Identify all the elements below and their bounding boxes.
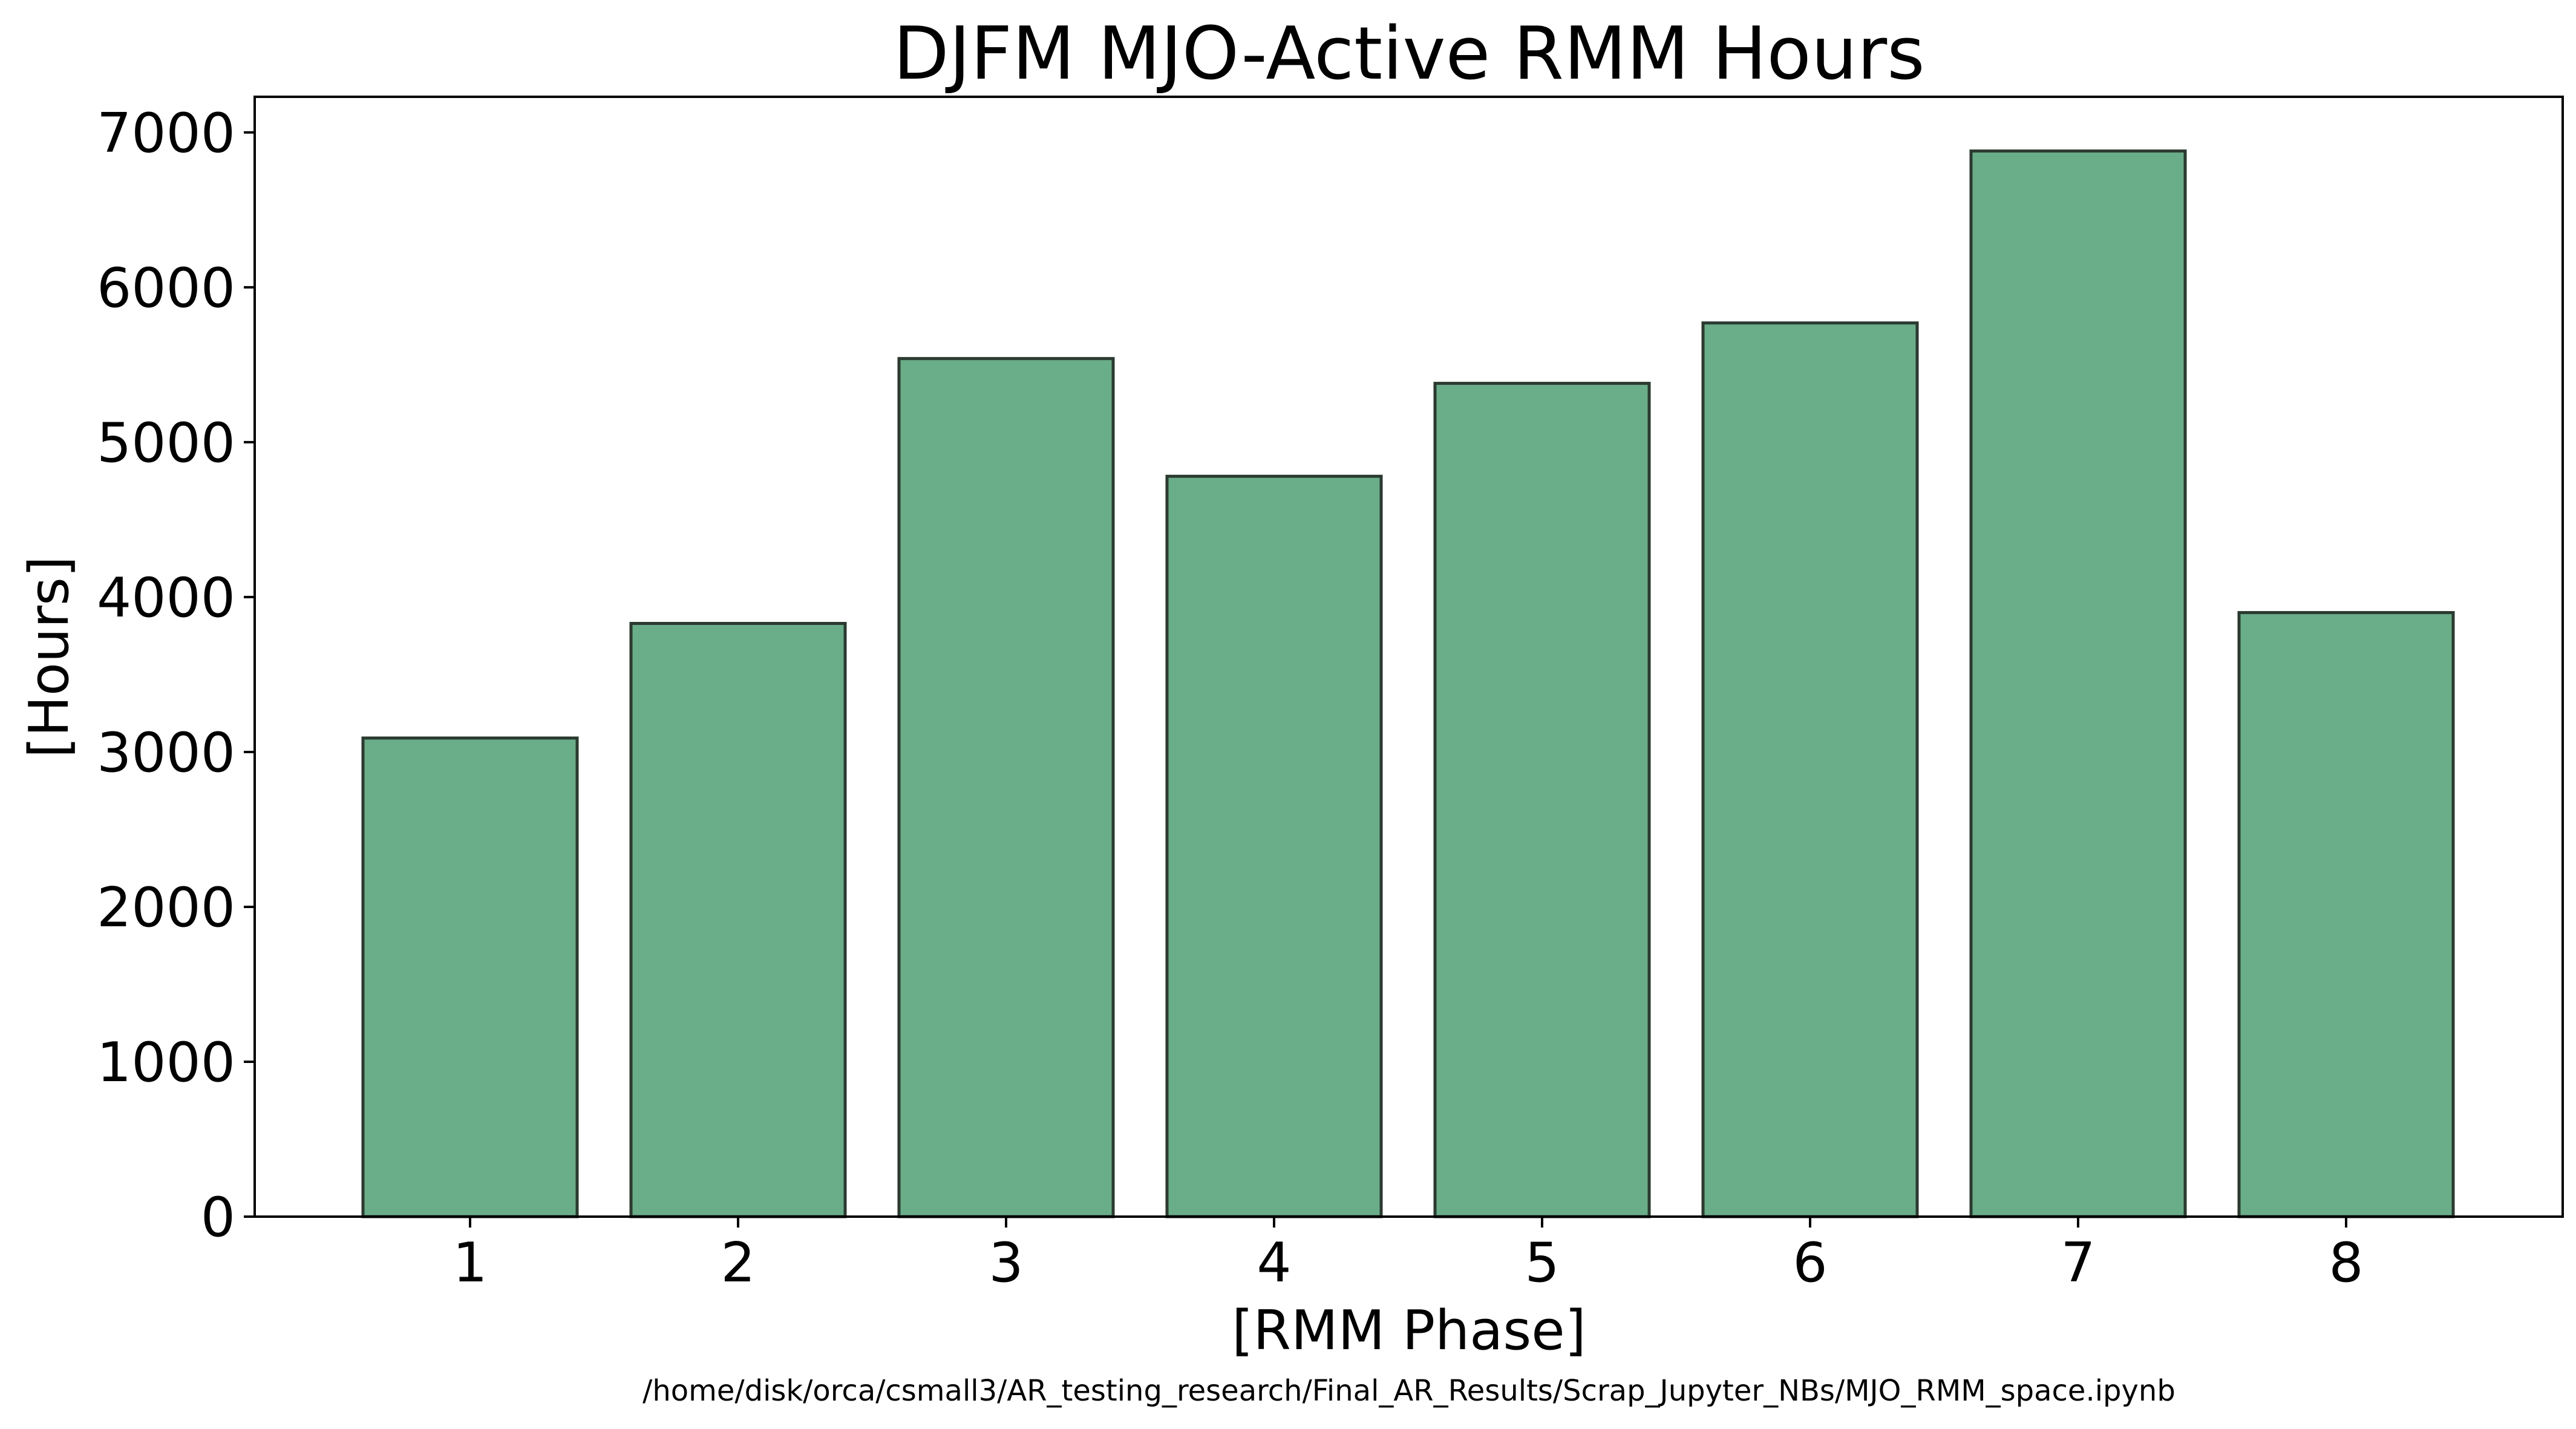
- y-axis-ticks: 0 1000 2000 3000 4000 5000 6000 7000: [97, 102, 255, 1249]
- chart-title: DJFM MJO-Active RMM Hours: [893, 12, 1924, 96]
- bar-phase-1: [361, 736, 579, 1218]
- y-tick-label: 0: [201, 1186, 235, 1249]
- x-tick-label: 1: [453, 1231, 487, 1295]
- y-tick-label: 7000: [97, 102, 235, 165]
- bar-phase-4: [1165, 474, 1383, 1218]
- x-axis-label: [RMM Phase]: [1232, 1299, 1586, 1362]
- y-tick-label: 3000: [97, 721, 235, 785]
- bar-phase-3: [897, 357, 1115, 1218]
- x-tick-label: 7: [2061, 1231, 2095, 1295]
- x-tick-label: 8: [2329, 1231, 2363, 1295]
- bar-phase-2: [629, 621, 847, 1218]
- x-tick-label: 2: [721, 1231, 755, 1295]
- bar-phase-8: [2237, 611, 2455, 1218]
- bar-phase-6: [1701, 321, 1919, 1218]
- x-tick-label: 3: [989, 1231, 1023, 1295]
- y-tick-label: 1000: [97, 1031, 235, 1094]
- x-tick-label: 5: [1525, 1231, 1559, 1295]
- y-tick-label: 6000: [97, 257, 235, 320]
- x-tick-label: 6: [1793, 1231, 1827, 1295]
- y-tick-label: 4000: [97, 566, 235, 630]
- y-tick-label: 2000: [97, 876, 235, 940]
- bar-phase-7: [1969, 149, 2187, 1218]
- x-axis-ticks: 1 2 3 4 5 6 7 8: [453, 1217, 2364, 1295]
- y-tick-label: 5000: [97, 411, 235, 475]
- y-axis-label: [Hours]: [18, 556, 81, 758]
- bar-phase-5: [1433, 382, 1651, 1218]
- source-footnote: /home/disk/orca/csmall3/AR_testing_resea…: [642, 1374, 2176, 1408]
- bars-group: [361, 149, 2455, 1218]
- x-tick-label: 4: [1257, 1231, 1291, 1295]
- plot-frame: [253, 96, 2564, 1218]
